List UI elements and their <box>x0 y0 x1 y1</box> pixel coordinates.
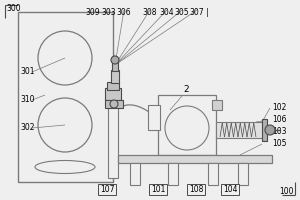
Text: |: | <box>206 8 208 17</box>
Text: 310: 310 <box>20 96 34 104</box>
Circle shape <box>110 100 118 108</box>
Bar <box>208 163 218 185</box>
Bar <box>112 62 118 71</box>
Text: 104: 104 <box>223 184 237 194</box>
Bar <box>216 122 264 138</box>
Text: 307: 307 <box>190 8 204 17</box>
Text: 107: 107 <box>100 184 114 194</box>
Bar <box>148 105 160 130</box>
Bar <box>108 88 118 178</box>
Text: 106: 106 <box>272 116 286 124</box>
Text: 108: 108 <box>189 184 203 194</box>
Text: 308: 308 <box>143 8 157 17</box>
Text: 301: 301 <box>20 68 34 76</box>
Bar <box>130 163 140 185</box>
Circle shape <box>111 56 119 64</box>
Text: 304: 304 <box>160 8 174 17</box>
Bar <box>149 184 167 195</box>
Circle shape <box>265 125 275 135</box>
Bar <box>18 12 113 182</box>
Bar <box>111 70 119 83</box>
Text: 2: 2 <box>183 85 189 94</box>
Circle shape <box>38 98 92 152</box>
Bar <box>187 184 205 195</box>
Text: 305: 305 <box>175 8 189 17</box>
Bar <box>168 163 178 185</box>
Text: 100: 100 <box>280 187 294 196</box>
Bar <box>105 88 121 100</box>
Text: 102: 102 <box>272 104 286 112</box>
Text: 302: 302 <box>20 123 34 132</box>
Text: 309: 309 <box>86 8 100 17</box>
Text: 303: 303 <box>102 8 116 17</box>
Text: 101: 101 <box>151 184 165 194</box>
Circle shape <box>165 106 209 150</box>
Bar <box>107 82 119 90</box>
Bar <box>158 95 216 155</box>
Text: 300: 300 <box>6 4 21 13</box>
Bar <box>105 100 123 108</box>
Bar <box>118 155 272 163</box>
Text: 105: 105 <box>272 140 286 148</box>
Bar <box>212 100 222 110</box>
Text: 306: 306 <box>117 8 131 17</box>
Bar <box>221 184 239 195</box>
Text: 103: 103 <box>272 128 286 136</box>
Bar <box>98 184 116 195</box>
Bar <box>238 163 248 185</box>
Circle shape <box>38 31 92 85</box>
Bar <box>262 119 267 141</box>
Ellipse shape <box>35 160 95 173</box>
